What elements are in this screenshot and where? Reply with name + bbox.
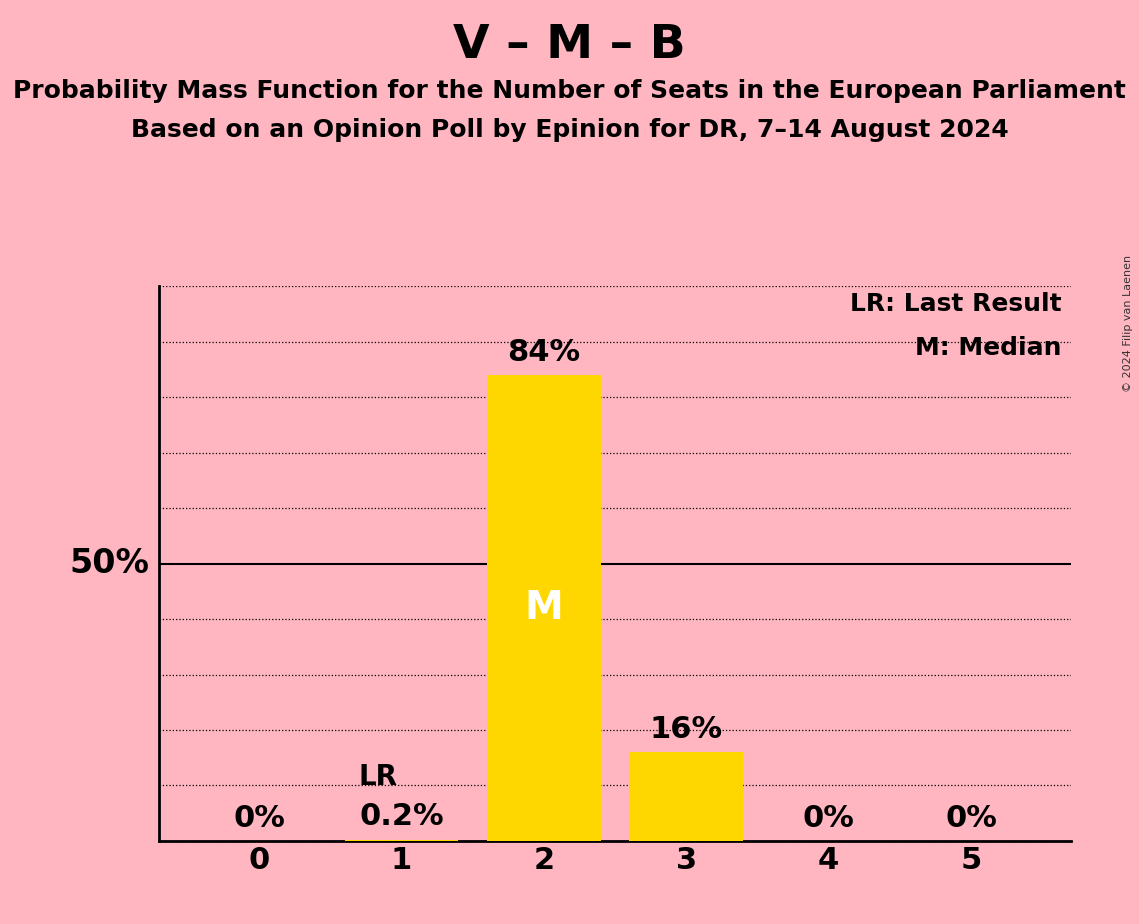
Text: Based on an Opinion Poll by Epinion for DR, 7–14 August 2024: Based on an Opinion Poll by Epinion for …: [131, 118, 1008, 142]
Text: Probability Mass Function for the Number of Seats in the European Parliament: Probability Mass Function for the Number…: [13, 79, 1126, 103]
Text: LR: LR: [359, 763, 398, 791]
Text: 84%: 84%: [507, 338, 581, 367]
Text: 0%: 0%: [803, 804, 854, 833]
Text: © 2024 Filip van Laenen: © 2024 Filip van Laenen: [1123, 255, 1133, 392]
Text: 0%: 0%: [233, 804, 285, 833]
Bar: [487, 375, 601, 841]
Text: 0.2%: 0.2%: [359, 802, 444, 832]
Text: V – M – B: V – M – B: [453, 23, 686, 68]
Text: 50%: 50%: [69, 547, 149, 580]
Text: M: Median: M: Median: [915, 336, 1062, 360]
Text: LR: Last Result: LR: Last Result: [850, 292, 1062, 316]
Text: 0%: 0%: [945, 804, 997, 833]
Text: M: M: [524, 589, 564, 627]
Bar: [344, 840, 458, 841]
Bar: [629, 752, 743, 841]
Text: 16%: 16%: [649, 715, 723, 744]
